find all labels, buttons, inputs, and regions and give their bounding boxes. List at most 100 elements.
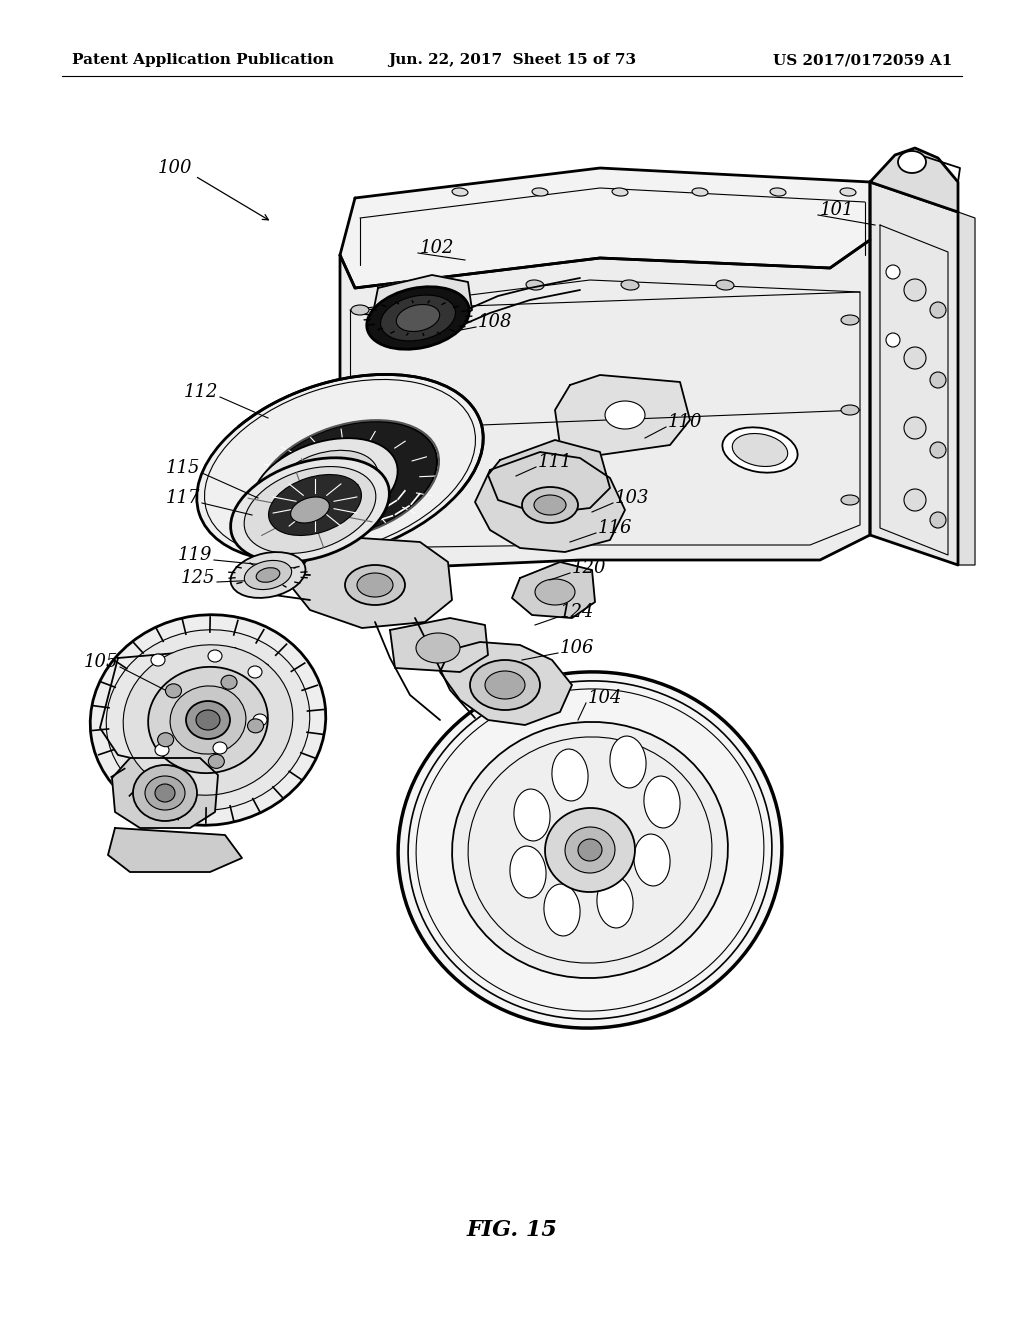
Ellipse shape xyxy=(398,672,782,1028)
Text: 124: 124 xyxy=(560,603,595,620)
Ellipse shape xyxy=(605,401,645,429)
Ellipse shape xyxy=(416,634,460,663)
Ellipse shape xyxy=(291,498,330,523)
Text: US 2017/0172059 A1: US 2017/0172059 A1 xyxy=(773,53,952,67)
Ellipse shape xyxy=(597,876,633,928)
Ellipse shape xyxy=(904,488,926,511)
Text: 112: 112 xyxy=(183,383,218,401)
Ellipse shape xyxy=(840,187,856,197)
Ellipse shape xyxy=(155,744,169,756)
Ellipse shape xyxy=(621,280,639,290)
Ellipse shape xyxy=(722,428,798,473)
Text: 111: 111 xyxy=(538,453,572,471)
Ellipse shape xyxy=(544,884,580,936)
Text: 103: 103 xyxy=(615,488,649,507)
Ellipse shape xyxy=(452,722,728,978)
Ellipse shape xyxy=(841,315,859,325)
Ellipse shape xyxy=(841,495,859,506)
Ellipse shape xyxy=(208,754,224,768)
Ellipse shape xyxy=(578,840,602,861)
Ellipse shape xyxy=(345,565,406,605)
Ellipse shape xyxy=(770,187,786,197)
Ellipse shape xyxy=(610,737,646,788)
Polygon shape xyxy=(372,275,472,333)
Text: 104: 104 xyxy=(588,689,623,708)
Ellipse shape xyxy=(170,686,246,754)
Ellipse shape xyxy=(197,375,483,561)
Ellipse shape xyxy=(196,710,220,730)
Ellipse shape xyxy=(634,834,670,886)
Text: Patent Application Publication: Patent Application Publication xyxy=(72,53,334,67)
Ellipse shape xyxy=(930,302,946,318)
Ellipse shape xyxy=(90,615,326,825)
Text: Jun. 22, 2017  Sheet 15 of 73: Jun. 22, 2017 Sheet 15 of 73 xyxy=(388,53,636,67)
Ellipse shape xyxy=(208,649,222,663)
Ellipse shape xyxy=(230,458,389,562)
Polygon shape xyxy=(870,182,958,565)
Ellipse shape xyxy=(155,784,175,803)
Ellipse shape xyxy=(357,573,393,597)
Ellipse shape xyxy=(545,808,635,892)
Ellipse shape xyxy=(930,512,946,528)
Ellipse shape xyxy=(148,667,268,774)
Ellipse shape xyxy=(431,280,449,290)
Ellipse shape xyxy=(692,187,708,197)
Ellipse shape xyxy=(351,470,369,480)
Ellipse shape xyxy=(535,579,575,605)
Ellipse shape xyxy=(886,333,900,347)
Ellipse shape xyxy=(716,280,734,290)
Text: 105: 105 xyxy=(84,653,118,671)
Ellipse shape xyxy=(245,561,292,590)
Ellipse shape xyxy=(485,671,525,700)
Ellipse shape xyxy=(367,286,469,350)
Ellipse shape xyxy=(534,495,566,515)
Text: 117: 117 xyxy=(166,488,200,507)
Ellipse shape xyxy=(307,474,342,498)
Ellipse shape xyxy=(904,279,926,301)
Ellipse shape xyxy=(259,421,437,539)
Ellipse shape xyxy=(898,150,926,173)
Polygon shape xyxy=(319,240,870,570)
Ellipse shape xyxy=(158,733,174,747)
Ellipse shape xyxy=(268,474,361,536)
Text: 106: 106 xyxy=(560,639,595,657)
Ellipse shape xyxy=(396,305,439,331)
Ellipse shape xyxy=(526,280,544,290)
Ellipse shape xyxy=(732,433,787,466)
Text: FIG. 15: FIG. 15 xyxy=(467,1218,557,1241)
Text: 125: 125 xyxy=(180,569,215,587)
Ellipse shape xyxy=(145,776,185,810)
Ellipse shape xyxy=(552,748,588,801)
Polygon shape xyxy=(390,618,488,672)
Ellipse shape xyxy=(151,653,165,667)
Polygon shape xyxy=(488,440,610,513)
Polygon shape xyxy=(440,642,572,725)
Ellipse shape xyxy=(904,417,926,440)
Ellipse shape xyxy=(470,660,540,710)
Polygon shape xyxy=(475,451,625,552)
Ellipse shape xyxy=(510,846,546,898)
Ellipse shape xyxy=(930,442,946,458)
Polygon shape xyxy=(290,539,452,628)
Text: 119: 119 xyxy=(177,546,212,564)
Ellipse shape xyxy=(612,187,628,197)
Ellipse shape xyxy=(230,552,305,598)
Text: 108: 108 xyxy=(478,313,512,331)
Text: 101: 101 xyxy=(820,201,854,219)
Polygon shape xyxy=(958,213,975,565)
Ellipse shape xyxy=(351,305,369,315)
Ellipse shape xyxy=(522,487,578,523)
Ellipse shape xyxy=(514,789,550,841)
Ellipse shape xyxy=(252,438,397,533)
Text: 100: 100 xyxy=(158,158,193,177)
Ellipse shape xyxy=(532,187,548,197)
Ellipse shape xyxy=(452,187,468,197)
Ellipse shape xyxy=(248,667,262,678)
Ellipse shape xyxy=(256,568,280,582)
Ellipse shape xyxy=(253,714,267,726)
Ellipse shape xyxy=(221,676,237,689)
Ellipse shape xyxy=(244,466,376,553)
Ellipse shape xyxy=(166,684,181,698)
Ellipse shape xyxy=(123,644,293,795)
Text: 116: 116 xyxy=(598,519,633,537)
